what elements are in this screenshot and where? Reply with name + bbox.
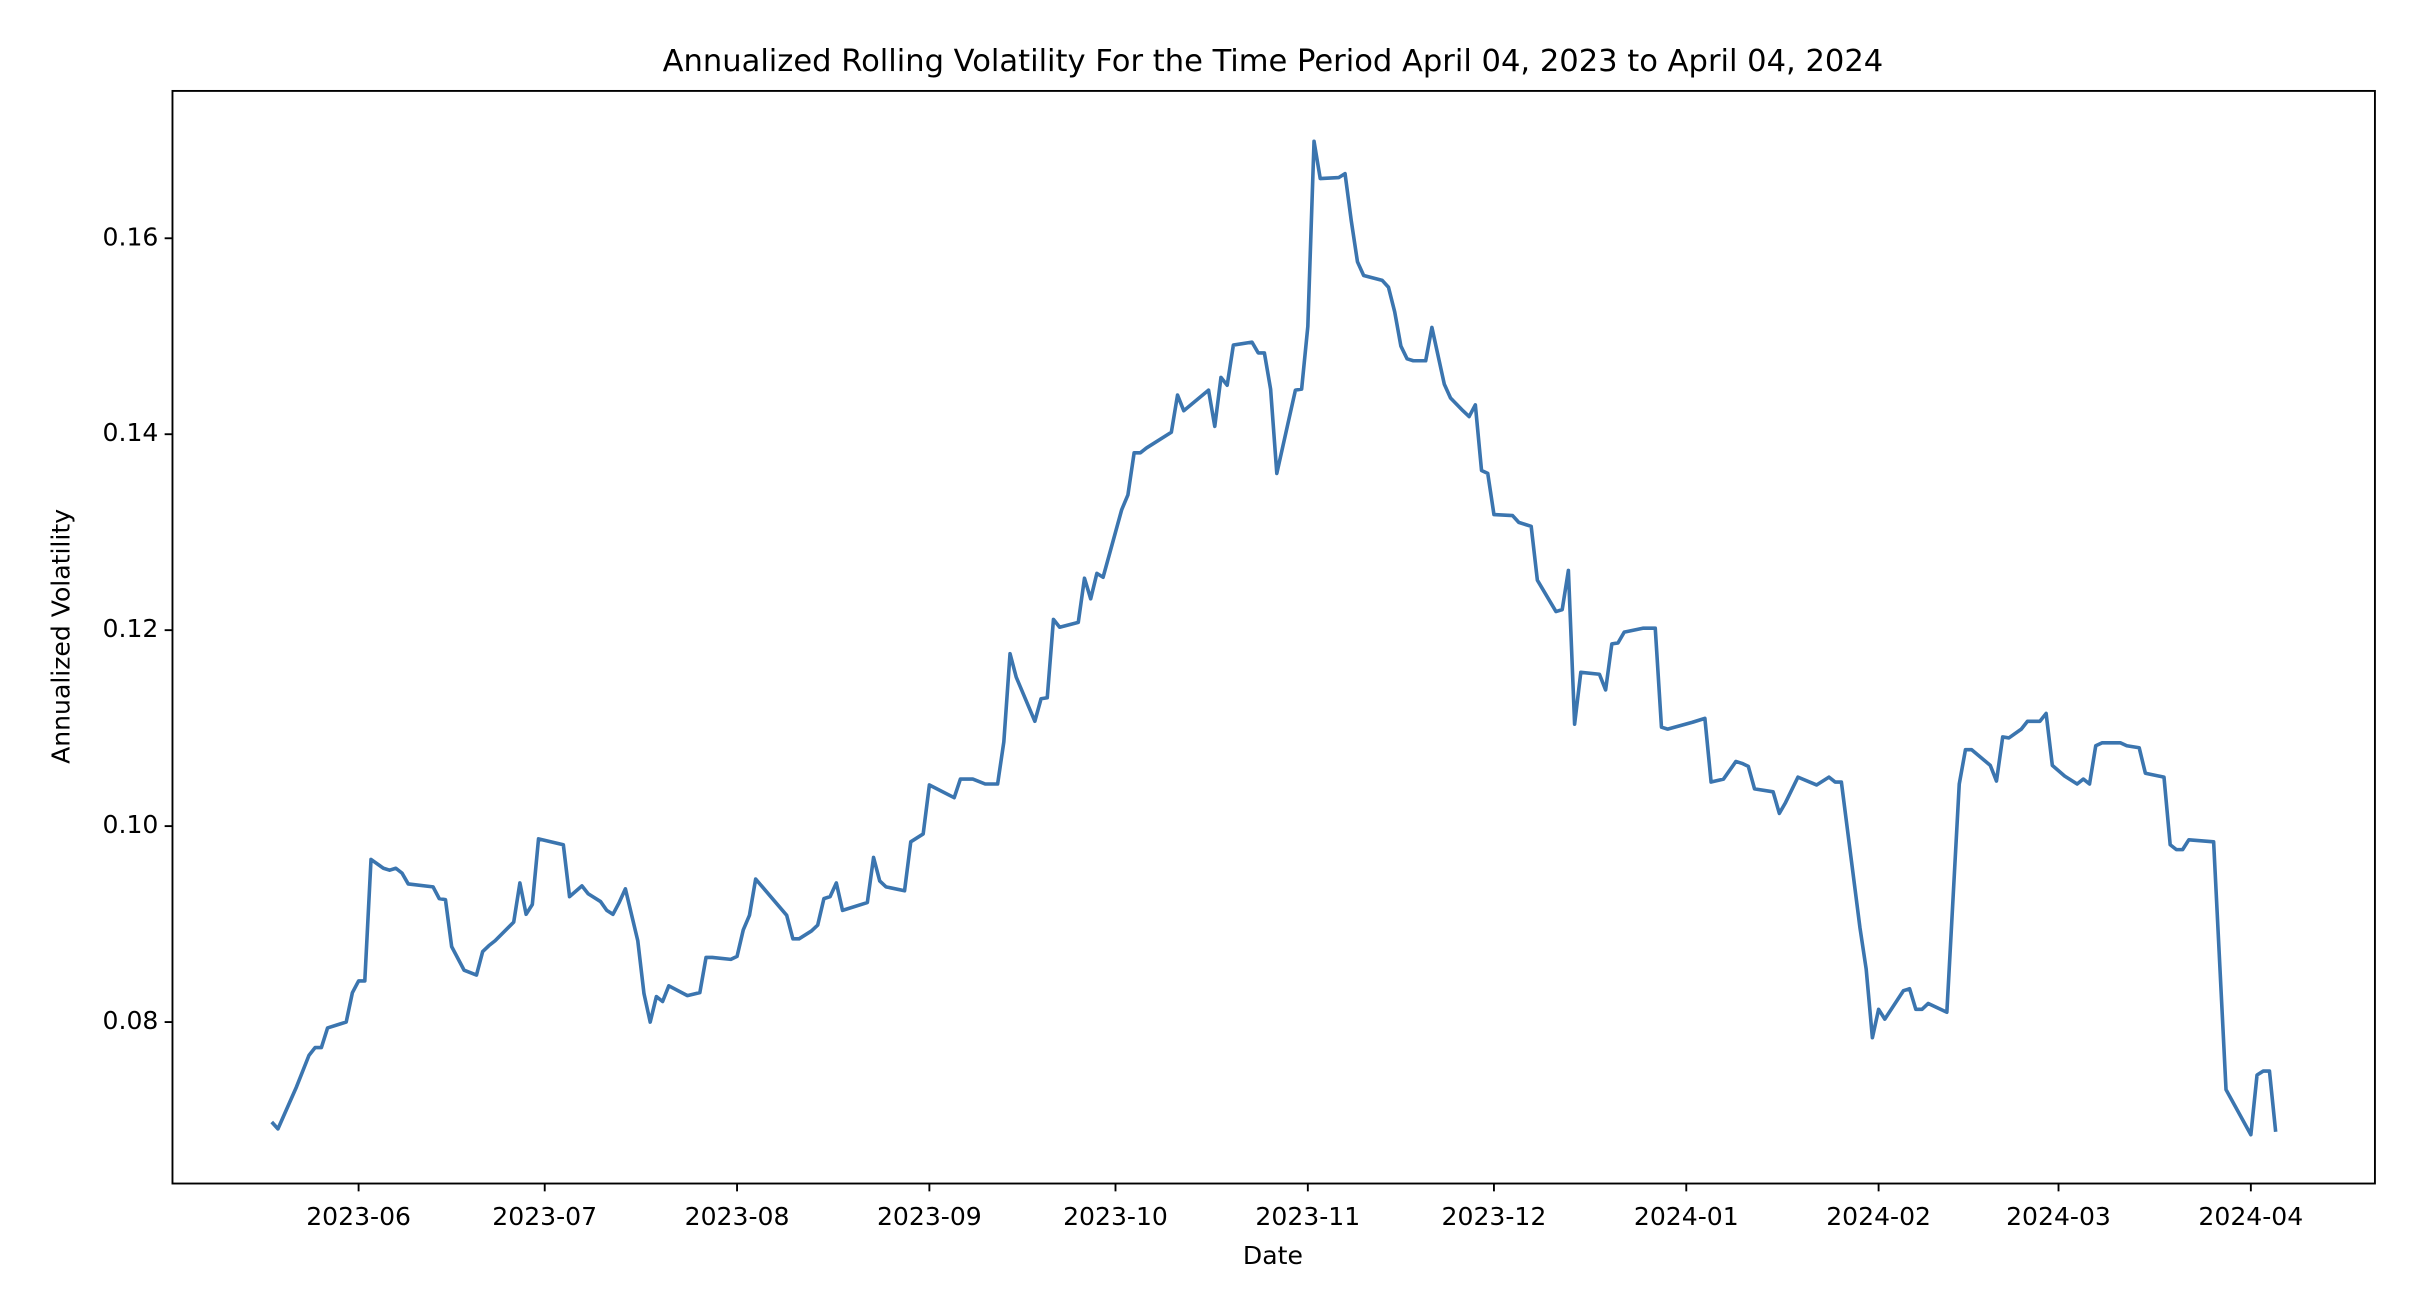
- series-line: [270, 139, 2278, 1137]
- x-tick-label: 2023-12: [1442, 1202, 1547, 1231]
- x-tick-label: 2023-08: [685, 1202, 790, 1231]
- y-tick-label: 0.08: [103, 1006, 159, 1035]
- x-tick-label: 2023-06: [306, 1202, 411, 1231]
- x-tick-label: 2024-01: [1634, 1202, 1739, 1231]
- plot-frame: [171, 89, 2376, 1185]
- x-tick-label: 2023-11: [1255, 1202, 1360, 1231]
- x-tick-label: 2023-09: [877, 1202, 982, 1231]
- x-axis-label: Date: [1243, 1241, 1303, 1270]
- x-tick-label: 2023-10: [1063, 1202, 1168, 1231]
- y-tick-label: 0.12: [103, 614, 159, 643]
- y-tick-label: 0.10: [103, 810, 159, 839]
- y-axis-label: Annualized Volatility: [47, 509, 76, 764]
- x-tick-label: 2024-04: [2198, 1202, 2303, 1231]
- x-tick-label: 2024-02: [1826, 1202, 1931, 1231]
- y-tick-label: 0.14: [103, 418, 159, 447]
- y-tick-label: 0.16: [103, 222, 159, 251]
- x-tick-label: 2023-07: [492, 1202, 597, 1231]
- x-tick-label: 2024-03: [2006, 1202, 2111, 1231]
- chart-title: Annualized Rolling Volatility For the Ti…: [663, 44, 1884, 79]
